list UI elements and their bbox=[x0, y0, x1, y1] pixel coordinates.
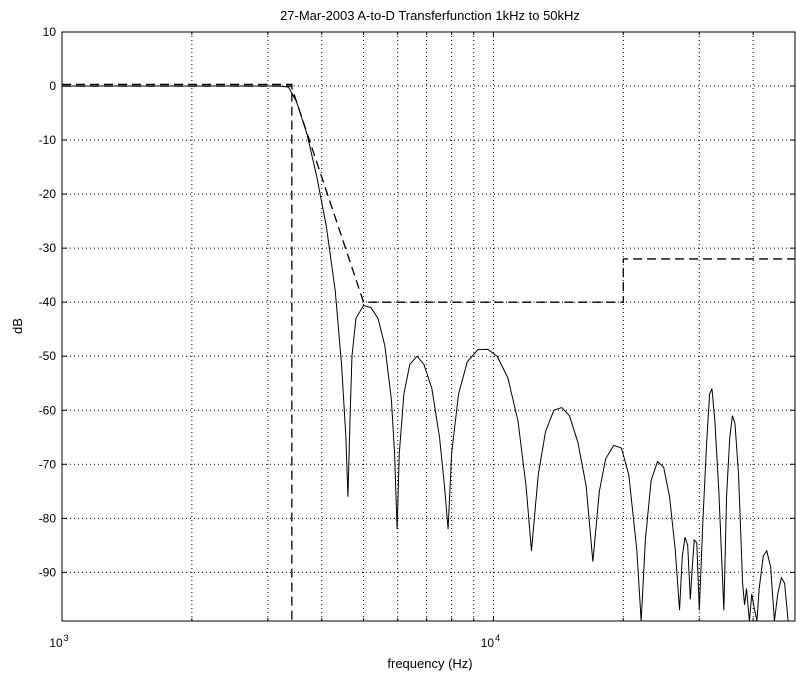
x-tick-label: 104 bbox=[481, 633, 500, 650]
y-tick-label: -40 bbox=[39, 295, 57, 309]
y-tick-label: -80 bbox=[39, 511, 57, 525]
y-tick-label: -70 bbox=[39, 457, 57, 471]
x-axis-label: frequency (Hz) bbox=[387, 656, 472, 671]
transfer-function-line bbox=[62, 85, 789, 622]
y-axis-label: dB bbox=[10, 318, 25, 334]
y-tick-label: -20 bbox=[39, 187, 57, 201]
y-tick-label: -50 bbox=[39, 349, 57, 363]
x-tick-exponent: 4 bbox=[495, 633, 500, 643]
y-tick-label: -30 bbox=[39, 241, 57, 255]
plot-frame bbox=[61, 31, 796, 622]
x-tick-exponent: 3 bbox=[64, 633, 69, 643]
y-tick-label: 10 bbox=[43, 25, 57, 39]
dashed-mask-line-1 bbox=[62, 85, 795, 303]
chart-title: 27-Mar-2003 A-to-D Transferfunction 1kHz… bbox=[280, 8, 580, 23]
dashed-mask-line-2 bbox=[62, 83, 293, 621]
grid-lines bbox=[62, 32, 795, 621]
y-tick-label: 0 bbox=[49, 79, 56, 93]
y-tick-label: -90 bbox=[39, 565, 57, 579]
y-tick-label: -60 bbox=[39, 403, 57, 417]
y-tick-label: -10 bbox=[39, 133, 57, 147]
x-tick-label: 103 bbox=[49, 633, 68, 650]
series-lines bbox=[62, 83, 795, 622]
axis-ticks: 10 0 -10 -20 -30 -40 -50 -60 -70 -80 -90 103 104 bbox=[39, 25, 795, 650]
